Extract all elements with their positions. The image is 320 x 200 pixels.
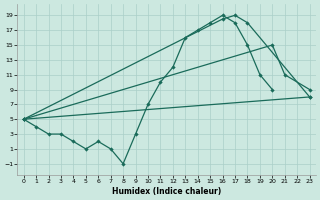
X-axis label: Humidex (Indice chaleur): Humidex (Indice chaleur) — [112, 187, 221, 196]
